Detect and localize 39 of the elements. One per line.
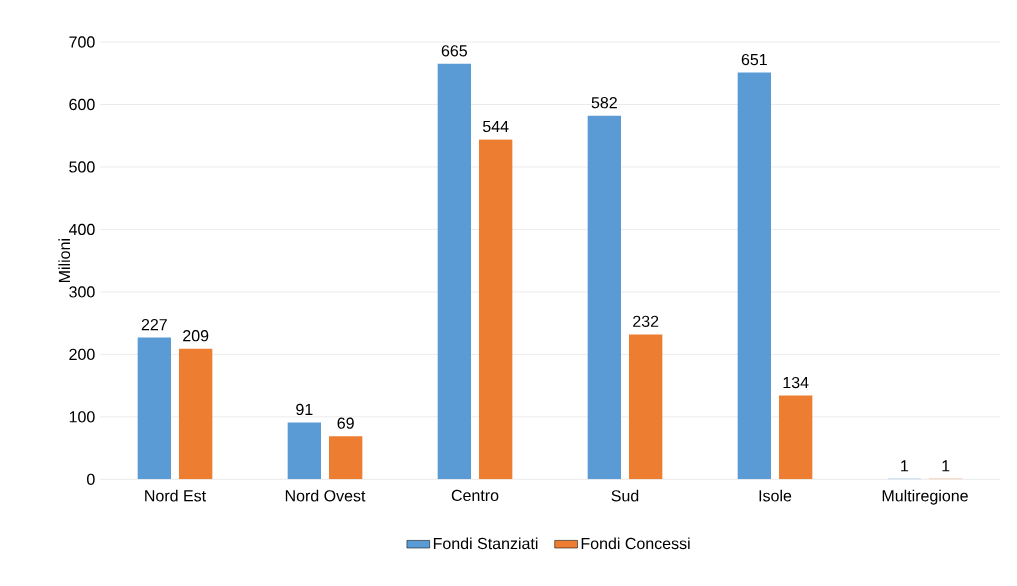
bar [287, 422, 322, 480]
data-label: 582 [591, 97, 617, 109]
bar [587, 115, 622, 480]
data-label: 1 [942, 460, 950, 472]
data-label: 651 [741, 53, 767, 66]
y-axis-title: Milioni [58, 239, 71, 283]
y-tick-label: 200 [69, 348, 95, 361]
data-label: 134 [783, 376, 809, 389]
bar [779, 395, 813, 480]
x-tick-label: Centro [451, 489, 499, 502]
x-tick-label: Nord Est [145, 489, 206, 502]
x-tick-label: Nord Ovest [285, 489, 366, 502]
y-tick-label: 700 [69, 36, 95, 48]
legend-label: Fondi Stanziati [433, 537, 538, 550]
bar [137, 337, 172, 480]
y-tick-label: 500 [69, 161, 95, 173]
data-label: 544 [482, 120, 509, 133]
y-tick-label: 300 [69, 286, 95, 298]
y-tick-label: 0 [87, 473, 95, 485]
x-tick-label: Multiregione [882, 489, 968, 505]
data-label: 665 [441, 45, 467, 57]
bar [329, 436, 363, 480]
data-label: 91 [296, 403, 313, 416]
data-label: 232 [633, 315, 659, 327]
x-tick-label: Isole [759, 489, 792, 502]
data-label: 227 [141, 318, 167, 331]
bar [179, 348, 213, 480]
bar [737, 72, 772, 480]
y-tick-label: 600 [69, 98, 95, 111]
data-label: 69 [337, 417, 354, 429]
bar [437, 63, 471, 480]
y-tick-label: 100 [69, 411, 95, 423]
bar [629, 334, 663, 480]
y-tick-label: 400 [68, 223, 95, 236]
data-label: 209 [183, 330, 209, 342]
legend-label: Fondi Concessi [581, 537, 690, 550]
bar [479, 139, 513, 480]
x-tick-label: Sud [611, 489, 639, 502]
data-label: 1 [901, 460, 909, 472]
